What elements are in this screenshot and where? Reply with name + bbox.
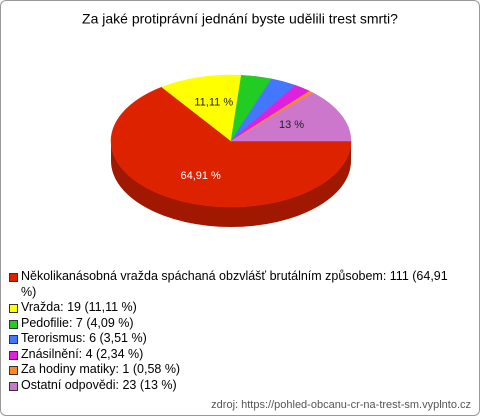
legend-swatch [9, 350, 18, 360]
legend-swatch [9, 381, 18, 391]
legend-item: Za hodiny matiky: 1 (0,58 %) [9, 362, 464, 378]
pie-side [111, 141, 351, 227]
data-label: 64,91 % [180, 170, 221, 182]
pie-slice [161, 74, 242, 142]
legend-item: Několikanásobná vražda spáchaná obzvlášť… [9, 269, 464, 300]
pie-slice [110, 86, 352, 208]
legend-swatch [9, 366, 18, 375]
legend-swatch [9, 304, 18, 313]
source: zdroj: https://pohled-obcanu-cr-na-trest… [211, 399, 471, 411]
data-label: 13 % [279, 119, 304, 131]
pie-area: Za jaké protiprávní jednání byste udělil… [82, 11, 398, 227]
legend-label: Znásilnění: 4 (2,34 %) [21, 346, 144, 361]
legend-item: Pedofilie: 7 (4,09 %) [9, 316, 464, 332]
pie-slice [230, 92, 352, 142]
legend-item: Terorismus: 6 (3,51 %) [9, 331, 464, 347]
legend-label: Pedofilie: 7 (4,09 %) [21, 315, 134, 330]
legend-label: Vražda: 19 (11,11 %) [21, 300, 137, 314]
data-label: 11,11 % [194, 97, 233, 109]
legend-swatch [9, 319, 18, 329]
legend-item: Vražda: 19 (11,11 %) [9, 300, 464, 316]
legend-label: Terorismus: 6 (3,51 %) [21, 331, 147, 345]
legend-label: Několikanásobná vražda spáchaná obzvlášť… [21, 269, 448, 299]
legend: Několikanásobná vražda spáchaná obzvlášť… [9, 269, 464, 393]
legend-item: Ostatní odpovědi: 23 (13 %) [9, 378, 464, 394]
legend-label: Za hodiny matiky: 1 (0,58 %) [21, 362, 181, 376]
legend-swatch [9, 273, 18, 282]
legend-label: Ostatní odpovědi: 23 (13 %) [21, 377, 177, 392]
legend-swatch [9, 335, 18, 344]
chart-title: Za jaké protiprávní jednání byste udělil… [82, 11, 398, 27]
legend-item: Znásilnění: 4 (2,34 %) [9, 347, 464, 363]
